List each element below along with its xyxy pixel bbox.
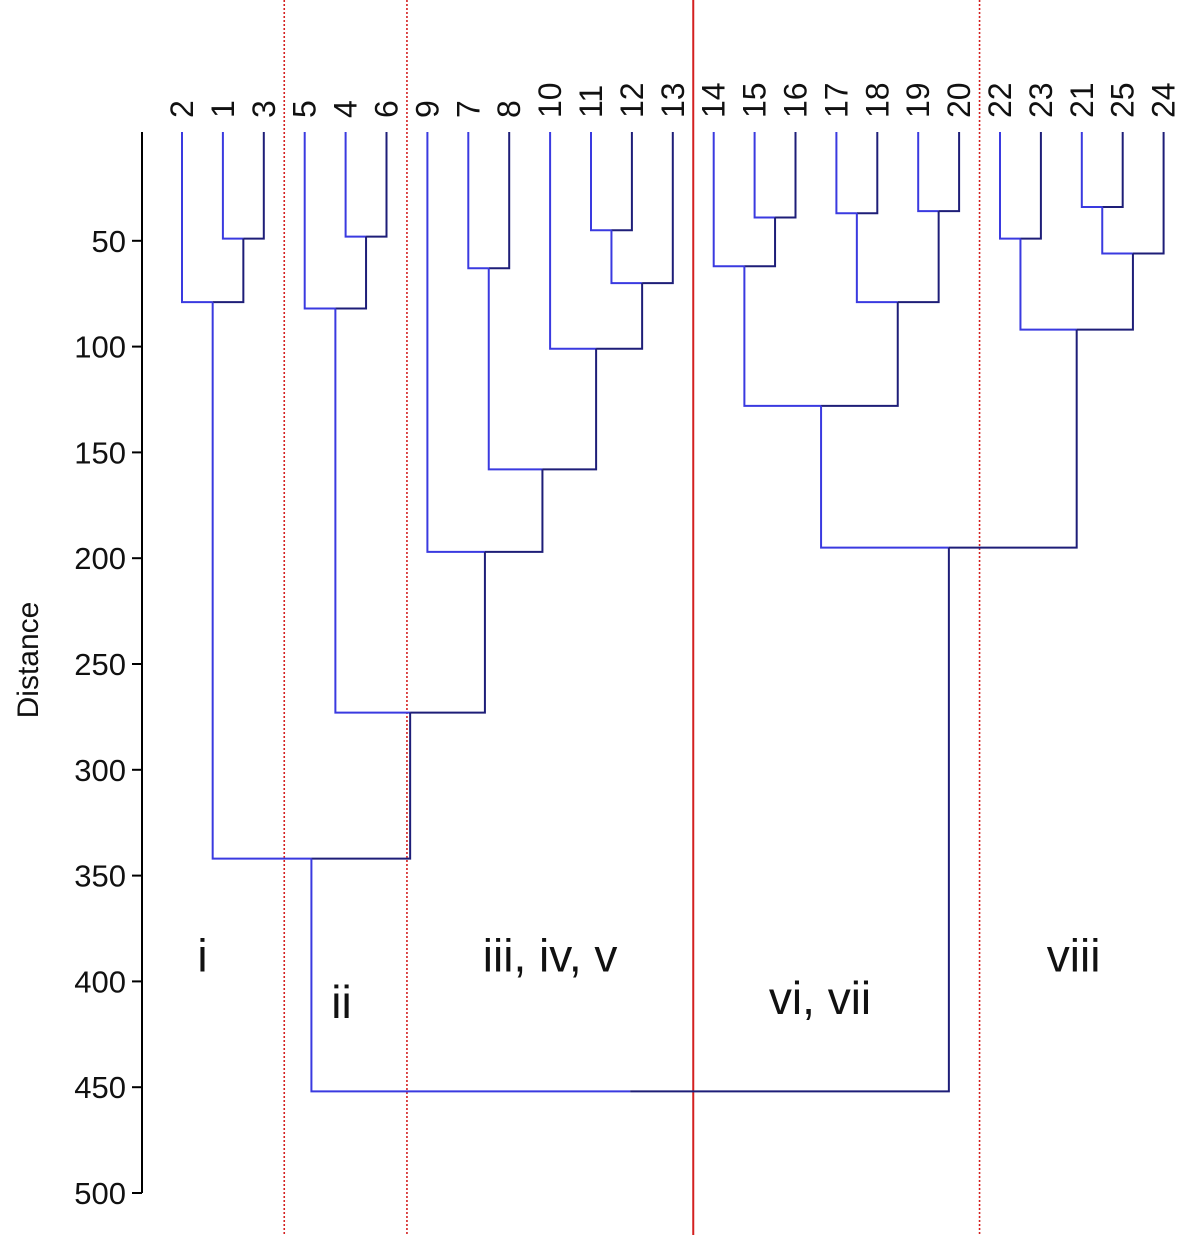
leaf-label: 11 [573, 85, 609, 118]
dendrogram-link [712, 132, 745, 268]
dendrogram-link [820, 405, 949, 549]
y-tick-label: 50 [92, 224, 126, 259]
y-tick-label: 500 [74, 1176, 126, 1211]
dendrogram-link [311, 712, 412, 860]
dendrogram-link [596, 283, 644, 350]
dendrogram-link [630, 547, 950, 1093]
dendrogram-link [1080, 132, 1103, 208]
dendrogram-link [1020, 132, 1042, 240]
dendrogram-link [542, 348, 598, 471]
dendrogram-link [1019, 238, 1077, 331]
y-tick-label: 250 [74, 647, 126, 682]
leaf-label: 19 [900, 82, 936, 118]
leaf-label: 3 [246, 100, 282, 118]
dendrogram-link [610, 230, 643, 285]
dendrogram-link [835, 132, 857, 215]
y-tick-label: 200 [74, 541, 126, 576]
dendrogram-link [484, 469, 544, 553]
dendrogram-link [549, 132, 597, 350]
leaf-label: 13 [655, 82, 691, 118]
leaf-label: 6 [369, 100, 405, 118]
dendrogram-link [487, 268, 543, 471]
dendrogram-link [334, 308, 411, 714]
y-axis: 50 100 150 200 250 300 350 400 450 500 [74, 132, 143, 1211]
leaf-label: 23 [1023, 82, 1059, 118]
dendrogram-link [426, 132, 485, 553]
cluster-label: iii, iv, v [483, 930, 618, 982]
cluster-label: ii [331, 976, 351, 1028]
leaf-label: 18 [859, 82, 895, 118]
dendrogram-link [410, 551, 486, 714]
leaf-label: 4 [328, 100, 364, 118]
dendrogram-link [611, 132, 633, 232]
leaf-label: 16 [778, 82, 814, 118]
cluster-boundaries [283, 0, 981, 1235]
dendrogram-link [753, 132, 776, 219]
leaf-label: 25 [1105, 82, 1141, 118]
dendrogram-links [181, 132, 1165, 1093]
dendrogram-link [948, 329, 1078, 549]
y-tick-label: 450 [74, 1070, 126, 1105]
dendrogram-link [938, 132, 961, 213]
leaf-label: 24 [1146, 82, 1182, 118]
dendrogram-link [366, 132, 388, 238]
dendrogram-link [467, 132, 489, 270]
y-tick-label: 100 [74, 330, 126, 365]
cluster-label: viii [1047, 930, 1101, 982]
y-tick-label: 350 [74, 859, 126, 894]
dendrogram-link [642, 132, 674, 285]
dendrogram-link [743, 266, 822, 407]
dendrogram-link [344, 132, 367, 238]
leaf-label: 22 [982, 82, 1018, 118]
dendrogram-link [303, 132, 336, 310]
leaf-label: 20 [941, 82, 977, 118]
dendrogram-link [775, 132, 797, 219]
dendrogram-link [917, 132, 939, 213]
dendrogram-link [221, 132, 244, 240]
leaf-label: 21 [1064, 82, 1100, 118]
cluster-label: vi, vii [769, 972, 871, 1024]
y-tick-label: 300 [74, 753, 126, 788]
y-tick-label: 150 [74, 435, 126, 470]
dendrogram-link [1076, 253, 1134, 331]
leaf-label: 9 [409, 100, 445, 118]
dendrogram-link [1101, 206, 1133, 255]
dendrogram-link [1102, 132, 1124, 208]
cluster-label: i [197, 930, 207, 982]
leaf-label: 14 [696, 82, 732, 118]
leaf-label: 10 [532, 82, 568, 118]
leaf-label: 5 [287, 100, 323, 118]
dendrogram-link [897, 211, 940, 304]
dendrogram-link [821, 302, 899, 407]
dendrogram-link [211, 302, 312, 860]
leaf-label: 2 [164, 100, 200, 118]
dendrogram-link [856, 132, 879, 215]
dendrogram-link [181, 132, 213, 304]
dendrogram-link [1132, 132, 1165, 255]
y-tick-label: 400 [74, 964, 126, 999]
leaf-label: 1 [205, 100, 241, 118]
leaf-label: 12 [614, 82, 650, 118]
dendrogram-link [488, 132, 511, 270]
leaf-labels: 2 1 3 5 4 6 9 7 8 10 11 12 13 14 15 16 17 18 19 20 22 23 21 25 2… [164, 82, 1182, 118]
dendrogram-link [999, 132, 1021, 240]
leaf-label: 17 [818, 82, 854, 118]
dendrogram-link [212, 238, 245, 304]
dendrogram-link [243, 132, 265, 240]
dendrogram-link [855, 213, 898, 304]
leaf-label: 8 [491, 100, 527, 118]
dendrogram-link [590, 132, 612, 232]
dendrogram-link [335, 236, 368, 310]
y-axis-label: Distance [12, 602, 45, 719]
dendrogram-link [744, 217, 777, 268]
leaf-label: 7 [450, 100, 486, 118]
dendrogram-link [310, 858, 631, 1093]
leaf-label: 15 [737, 82, 773, 118]
